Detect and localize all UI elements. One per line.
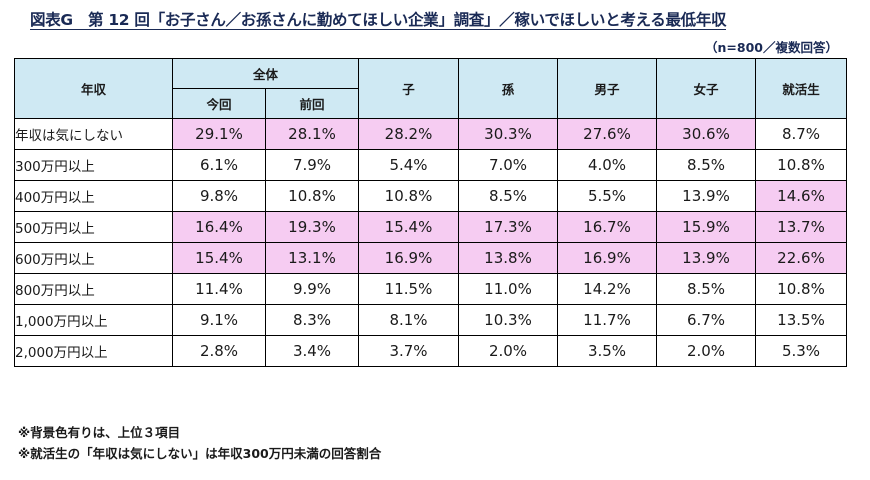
value-cell: 11.5% <box>358 273 459 305</box>
header-grandchild: 孫 <box>458 58 558 119</box>
value-cell: 6.1% <box>172 149 266 181</box>
footnote-job-hunter: ※就活生の「年収は気にしない」は年収300万円未満の回答割合 <box>18 446 382 461</box>
value-cell: 29.1% <box>172 118 266 150</box>
row-label: 800万円以上 <box>14 273 173 305</box>
table-row: 400万円以上 9.8% 10.8% 10.8% 8.5% 5.5% 13.9% 14.6% <box>14 180 847 212</box>
value-cell: 7.9% <box>265 149 359 181</box>
value-cell: 2.8% <box>172 335 266 367</box>
header-job-hunter: 就活生 <box>755 58 847 119</box>
header-child: 子 <box>358 58 459 119</box>
value-cell: 11.0% <box>458 273 558 305</box>
row-label: 400万円以上 <box>14 180 173 212</box>
table-row: 300万円以上 6.1% 7.9% 5.4% 7.0% 4.0% 8.5% 10.8% <box>14 149 847 181</box>
value-cell: 5.4% <box>358 149 459 181</box>
value-cell: 10.8% <box>358 180 459 212</box>
value-cell: 3.7% <box>358 335 459 367</box>
table-row: 600万円以上 15.4% 13.1% 16.9% 13.8% 16.9% 13.9% 22.… <box>14 242 847 274</box>
row-label: 500万円以上 <box>14 211 173 243</box>
figure-title-text: 図表G 第 12 回「お子さん／お孫さんに勤めてほしい企業」調査」／稼いでほしい… <box>30 11 727 30</box>
value-cell: 28.2% <box>358 118 459 150</box>
value-cell: 16.7% <box>557 211 657 243</box>
header-all: 全体 <box>172 58 359 89</box>
value-cell: 10.3% <box>458 304 558 336</box>
figure-title: 図表G 第 12 回「お子さん／お孫さんに勤めてほしい企業」調査」／稼いでほしい… <box>30 8 727 30</box>
value-cell: 13.5% <box>755 304 847 336</box>
row-label: 年収は気にしない <box>14 118 173 150</box>
value-cell: 4.0% <box>557 149 657 181</box>
value-cell: 27.6% <box>557 118 657 150</box>
header-previous: 前回 <box>265 88 359 119</box>
value-cell: 28.1% <box>265 118 359 150</box>
value-cell: 10.8% <box>755 149 847 181</box>
value-cell: 10.8% <box>265 180 359 212</box>
header-income: 年収 <box>14 58 173 119</box>
footnote-highlight: ※背景色有りは、上位３項目 <box>18 425 181 440</box>
value-cell: 9.1% <box>172 304 266 336</box>
value-cell: 6.7% <box>656 304 756 336</box>
value-cell: 2.0% <box>458 335 558 367</box>
value-cell: 7.0% <box>458 149 558 181</box>
value-cell: 30.3% <box>458 118 558 150</box>
header-girl: 女子 <box>656 58 756 119</box>
value-cell: 30.6% <box>656 118 756 150</box>
value-cell: 19.3% <box>265 211 359 243</box>
sample-note: （n=800／複数回答） <box>705 40 838 55</box>
value-cell: 15.4% <box>358 211 459 243</box>
value-cell: 15.4% <box>172 242 266 274</box>
value-cell: 5.3% <box>755 335 847 367</box>
value-cell: 16.9% <box>557 242 657 274</box>
value-cell: 14.6% <box>755 180 847 212</box>
value-cell: 16.4% <box>172 211 266 243</box>
value-cell: 8.5% <box>458 180 558 212</box>
income-table: 年収 全体 子 孫 男子 女子 就活生 今回 前回 年収は気にしない 29.1% 2… <box>14 58 847 367</box>
value-cell: 22.6% <box>755 242 847 274</box>
table-row: 800万円以上 11.4% 9.9% 11.5% 11.0% 14.2% 8.5% 10.8% <box>14 273 847 305</box>
value-cell: 16.9% <box>358 242 459 274</box>
value-cell: 13.9% <box>656 180 756 212</box>
value-cell: 5.5% <box>557 180 657 212</box>
value-cell: 11.4% <box>172 273 266 305</box>
value-cell: 8.1% <box>358 304 459 336</box>
header-boy: 男子 <box>557 58 657 119</box>
value-cell: 2.0% <box>656 335 756 367</box>
table-row: 2,000万円以上 2.8% 3.4% 3.7% 2.0% 3.5% 2.0% 5.3% <box>14 335 847 367</box>
table-row: 1,000万円以上 9.1% 8.3% 8.1% 10.3% 11.7% 6.7% 13.5% <box>14 304 847 336</box>
table-row: 年収は気にしない 29.1% 28.1% 28.2% 30.3% 27.6% 30.6% 8.… <box>14 118 847 150</box>
header-current: 今回 <box>172 88 266 119</box>
value-cell: 14.2% <box>557 273 657 305</box>
value-cell: 11.7% <box>557 304 657 336</box>
value-cell: 8.7% <box>755 118 847 150</box>
row-label: 300万円以上 <box>14 149 173 181</box>
value-cell: 10.8% <box>755 273 847 305</box>
value-cell: 13.9% <box>656 242 756 274</box>
value-cell: 17.3% <box>458 211 558 243</box>
row-label: 600万円以上 <box>14 242 173 274</box>
value-cell: 8.3% <box>265 304 359 336</box>
value-cell: 8.5% <box>656 149 756 181</box>
row-label: 2,000万円以上 <box>14 335 173 367</box>
value-cell: 9.9% <box>265 273 359 305</box>
value-cell: 15.9% <box>656 211 756 243</box>
value-cell: 9.8% <box>172 180 266 212</box>
row-label: 1,000万円以上 <box>14 304 173 336</box>
value-cell: 3.5% <box>557 335 657 367</box>
value-cell: 8.5% <box>656 273 756 305</box>
value-cell: 3.4% <box>265 335 359 367</box>
table-row: 500万円以上 16.4% 19.3% 15.4% 17.3% 16.7% 15.9% 13.… <box>14 211 847 243</box>
value-cell: 13.8% <box>458 242 558 274</box>
value-cell: 13.1% <box>265 242 359 274</box>
value-cell: 13.7% <box>755 211 847 243</box>
